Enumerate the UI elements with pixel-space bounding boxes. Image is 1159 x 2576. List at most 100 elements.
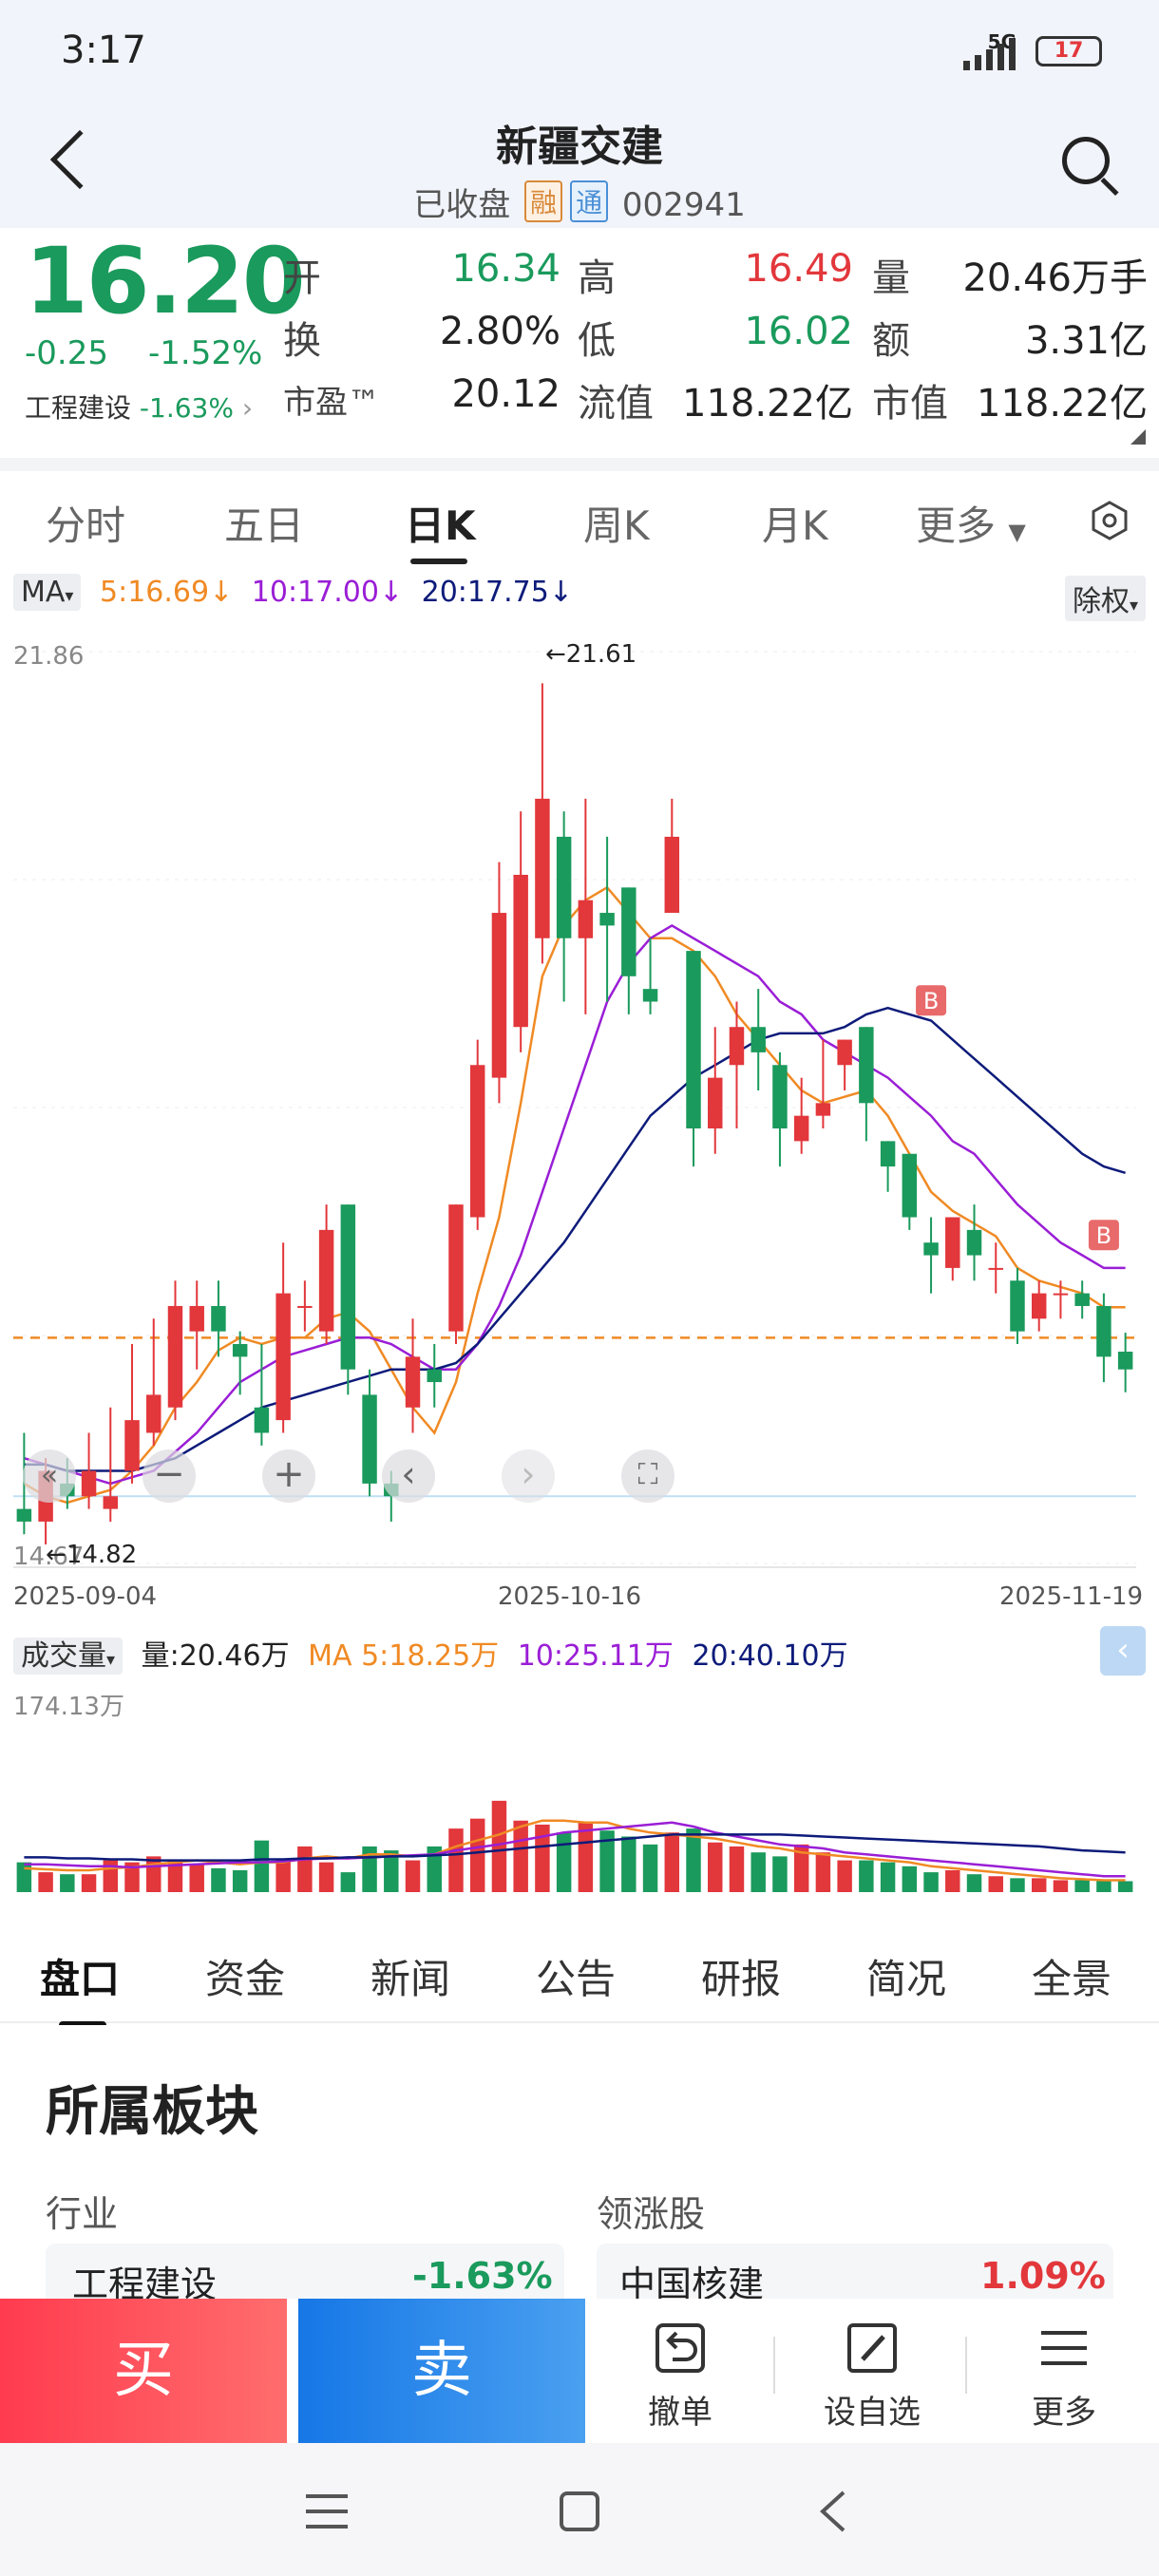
volume-bar bbox=[427, 1846, 442, 1892]
leader-label: 领涨股 bbox=[597, 2193, 706, 2235]
scroll-left-icon[interactable]: ‹ bbox=[382, 1449, 435, 1503]
candle-down bbox=[750, 1027, 766, 1052]
sell-button[interactable]: 卖 bbox=[298, 2299, 585, 2443]
volume-selector[interactable]: 成交量▾ bbox=[13, 1638, 124, 1675]
min-price-marker: ←14.82 bbox=[46, 1541, 138, 1569]
tab-profile[interactable]: 简况 bbox=[866, 1956, 947, 2002]
volume-bar bbox=[1096, 1880, 1112, 1892]
volume-bar bbox=[405, 1860, 421, 1892]
stock-name: 新疆交建 bbox=[496, 123, 663, 171]
candle-up bbox=[793, 1115, 809, 1142]
volume-bar bbox=[772, 1856, 788, 1892]
buy-button[interactable]: 买 bbox=[0, 2299, 287, 2443]
kline-chart[interactable]: BB bbox=[0, 627, 1159, 1624]
volume-bar bbox=[513, 1820, 528, 1892]
cancel-order-button[interactable]: 撤单 bbox=[595, 2320, 766, 2433]
volume-bar bbox=[491, 1800, 507, 1892]
candle-down bbox=[1010, 1280, 1025, 1332]
collapse-left-icon[interactable]: ‹ bbox=[1100, 1626, 1146, 1676]
search-icon[interactable] bbox=[1062, 137, 1110, 184]
volume-bar bbox=[124, 1862, 140, 1892]
menu-nav-icon[interactable] bbox=[306, 2492, 348, 2530]
candle-down bbox=[427, 1369, 442, 1383]
home-nav-icon[interactable] bbox=[559, 2491, 600, 2532]
candle-up bbox=[815, 1103, 831, 1116]
edit-icon bbox=[847, 2323, 897, 2373]
more-button[interactable]: 更多 bbox=[978, 2320, 1150, 2433]
back-nav-icon[interactable] bbox=[819, 2491, 847, 2532]
undo-icon bbox=[656, 2323, 705, 2373]
volume-y-top-label: 174.13万 bbox=[13, 1693, 124, 1721]
tab-order-book[interactable]: 盘口 bbox=[40, 1956, 121, 2002]
scroll-left-fast-icon[interactable]: « bbox=[23, 1449, 76, 1503]
signal-icon bbox=[963, 38, 1016, 70]
volume-chart[interactable] bbox=[0, 1681, 1159, 1909]
tab-research[interactable]: 研报 bbox=[701, 1956, 782, 2002]
candle-up bbox=[729, 1027, 745, 1066]
candle-down bbox=[16, 1508, 32, 1522]
ma-selector[interactable]: MA▾ bbox=[13, 574, 82, 611]
volume-bar bbox=[578, 1822, 594, 1892]
candle-down bbox=[621, 887, 636, 976]
sector-link[interactable]: 工程建设 -1.63% › bbox=[25, 388, 253, 426]
candle-up bbox=[318, 1229, 334, 1332]
sector-panel: 所属板块 行业 领涨股 工程建设 -1.63% 中国核建 1.09% bbox=[0, 2025, 1159, 2310]
scroll-right-icon[interactable]: › bbox=[502, 1449, 555, 1503]
zoom-in-icon[interactable]: + bbox=[262, 1449, 315, 1503]
turnover-label: 换 bbox=[283, 319, 321, 363]
tab-more[interactable]: 更多 ▼ bbox=[916, 494, 1026, 552]
volume-ma-lines bbox=[24, 1819, 1126, 1882]
tab-announcements[interactable]: 公告 bbox=[536, 1956, 617, 2002]
candle-up bbox=[297, 1305, 313, 1308]
low-value: 16.02 bbox=[744, 310, 853, 353]
adjust-selector[interactable]: 除权▾ bbox=[1064, 576, 1146, 621]
volume-bar bbox=[16, 1862, 32, 1892]
pe-label: 市盈™ bbox=[283, 384, 380, 422]
volume-bar bbox=[1074, 1880, 1090, 1892]
tab-weekly-k[interactable]: 周K bbox=[583, 502, 650, 549]
tab-fund-flow[interactable]: 资金 bbox=[205, 1956, 286, 2002]
candle-up bbox=[276, 1293, 291, 1421]
volume-bar bbox=[793, 1844, 809, 1892]
candle-up bbox=[167, 1305, 183, 1408]
volume-bars bbox=[16, 1800, 1133, 1892]
candle-up bbox=[448, 1204, 464, 1332]
low-label: 低 bbox=[578, 319, 616, 363]
volume-bar bbox=[708, 1842, 723, 1892]
ma5-line bbox=[23, 885, 1126, 1505]
zoom-out-icon[interactable]: − bbox=[142, 1449, 196, 1503]
stock-header: 新疆交建 已收盘 融通 002941 bbox=[0, 104, 1159, 228]
volume-bar bbox=[60, 1874, 75, 1892]
chart-grid bbox=[13, 651, 1136, 1568]
tab-news[interactable]: 新闻 bbox=[370, 1956, 451, 2002]
margin-tag: 融 bbox=[524, 180, 563, 222]
volume-bar bbox=[880, 1862, 896, 1892]
tab-daily-k[interactable]: 日K bbox=[405, 502, 476, 549]
candle-down bbox=[923, 1242, 939, 1256]
high-label: 高 bbox=[578, 256, 616, 300]
candle-down bbox=[859, 1027, 874, 1104]
settings-hexagon-icon[interactable] bbox=[1089, 500, 1130, 541]
tab-overview[interactable]: 全景 bbox=[1032, 1956, 1112, 2002]
caret-down-icon: ▾ bbox=[1129, 596, 1138, 616]
fullscreen-icon[interactable]: ⛶ bbox=[621, 1449, 674, 1503]
candle-up bbox=[988, 1267, 1003, 1270]
candle-up bbox=[837, 1039, 852, 1066]
cancel-order-label: 撤单 bbox=[648, 2394, 712, 2432]
tab-intraday[interactable]: 分时 bbox=[46, 502, 126, 549]
stock-subline: 已收盘 融通 002941 bbox=[0, 179, 1159, 225]
date-start-label: 2025-09-04 bbox=[13, 1582, 158, 1611]
ma5-value: 5:16.69 bbox=[100, 576, 210, 609]
expand-corner-icon[interactable] bbox=[1130, 429, 1146, 445]
separator bbox=[773, 2337, 775, 2394]
volume-bar bbox=[686, 1828, 701, 1892]
candle-down bbox=[1096, 1305, 1112, 1357]
active-tab-underline bbox=[410, 559, 467, 564]
add-watchlist-button[interactable]: 设自选 bbox=[787, 2320, 958, 2433]
tab-five-day[interactable]: 五日 bbox=[224, 502, 305, 549]
tab-monthly-k[interactable]: 月K bbox=[762, 502, 828, 549]
vma10-value: 10:25.11万 bbox=[517, 1639, 674, 1673]
volume-bar bbox=[469, 1818, 485, 1892]
down-arrow-icon: ↓ bbox=[548, 576, 573, 609]
caret-down-icon: ▼ bbox=[1008, 519, 1026, 545]
